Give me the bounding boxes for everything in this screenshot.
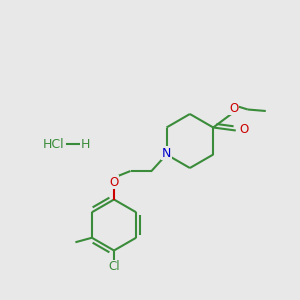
Text: O: O [229, 101, 238, 115]
Text: O: O [110, 176, 118, 189]
Text: O: O [239, 123, 249, 136]
Text: HCl: HCl [43, 137, 65, 151]
Text: N: N [162, 146, 171, 160]
Text: Cl: Cl [108, 260, 120, 274]
Text: H: H [81, 137, 90, 151]
